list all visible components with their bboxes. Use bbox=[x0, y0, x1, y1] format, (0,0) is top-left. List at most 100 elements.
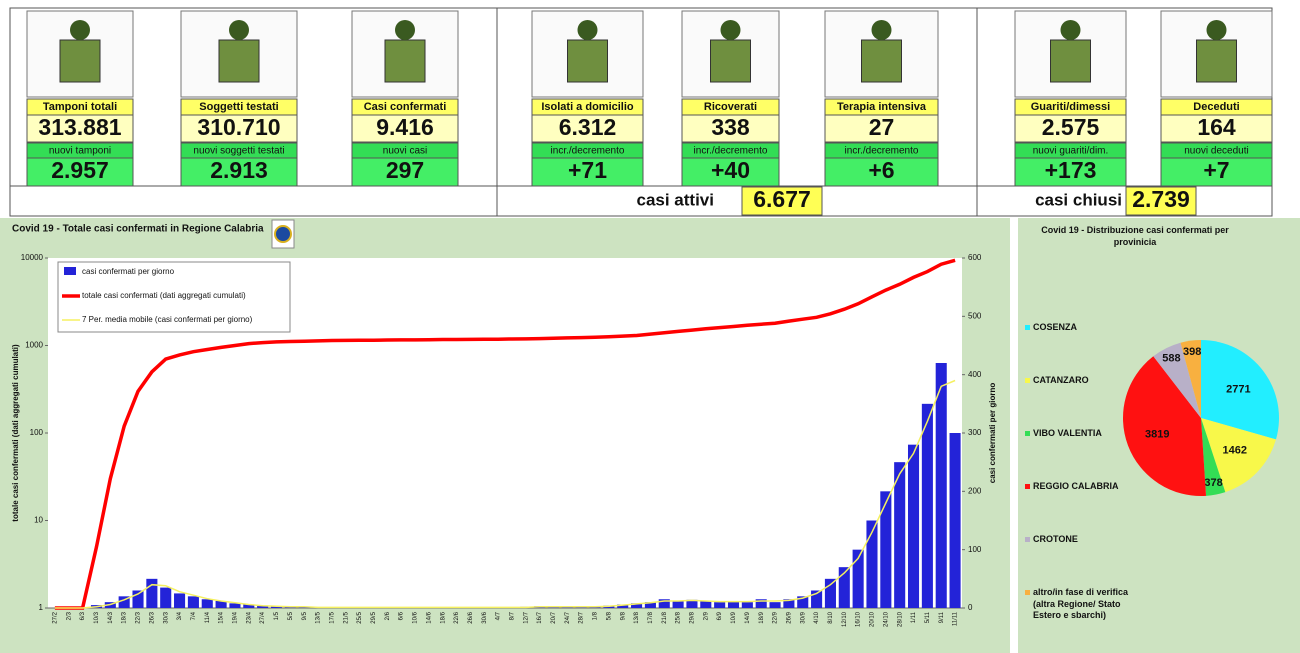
y2-tick-label: 100 bbox=[968, 545, 982, 554]
bar bbox=[617, 604, 629, 608]
card-delta-box bbox=[531, 157, 644, 187]
bar bbox=[824, 578, 836, 608]
pie-value-label: 398 bbox=[1183, 346, 1201, 358]
card-value: 338 bbox=[711, 114, 750, 140]
y2-tick-label: 300 bbox=[968, 428, 982, 437]
x-tick-label: 14/3 bbox=[108, 611, 114, 623]
card-value-box bbox=[180, 114, 298, 143]
legend-label: CATANZARO bbox=[1033, 375, 1089, 385]
legend-label: VIBO VALENTIA bbox=[1033, 428, 1102, 438]
bar bbox=[215, 601, 227, 608]
card-sub-label: nuovi tamponi bbox=[49, 146, 111, 157]
card-label: Guariti/dimessi bbox=[1031, 101, 1110, 113]
x-tick-label: 25/5 bbox=[357, 611, 363, 623]
pie-title-box: Covid 19 - Distribuzione casi confermati… bbox=[1041, 225, 1229, 247]
bar bbox=[270, 606, 283, 608]
icon-shape bbox=[395, 20, 415, 40]
x-tick-label: 25/8 bbox=[676, 611, 682, 623]
card-sub-label: nuovi guariti/dim. bbox=[1033, 146, 1109, 157]
bar bbox=[146, 578, 158, 608]
bar bbox=[727, 601, 740, 608]
bar bbox=[797, 596, 809, 608]
legend-label: 7 Per. media mobile (casi confermati per… bbox=[82, 315, 253, 324]
pie-slice bbox=[1123, 356, 1207, 497]
bar bbox=[894, 462, 906, 608]
y-axis-label: totale casi confermati (dati aggregati c… bbox=[11, 344, 20, 522]
legend-swatch bbox=[1025, 537, 1030, 542]
x-tick-label: 26/3 bbox=[149, 611, 155, 623]
legend-swatch bbox=[64, 267, 76, 275]
bar bbox=[769, 602, 781, 608]
x-tick-label: 27/2 bbox=[53, 611, 59, 623]
bar bbox=[547, 607, 560, 608]
y-tick-label: 10000 bbox=[21, 253, 44, 262]
icon-shape bbox=[577, 20, 598, 40]
bar bbox=[907, 444, 920, 608]
x-tick-label: 28/10 bbox=[897, 611, 903, 627]
x-tick-label: 5/11 bbox=[925, 611, 931, 623]
x-tick-label: 16/10 bbox=[856, 611, 862, 627]
x-tick-label: 18/3 bbox=[122, 611, 128, 623]
card-sub-label: nuovi deceduti bbox=[1184, 146, 1249, 157]
x-tick-label: 30/6 bbox=[482, 611, 488, 623]
x-tick-label: 11/4 bbox=[205, 611, 211, 623]
x-tick-label: 17/5 bbox=[329, 611, 335, 623]
card-delta-box bbox=[1160, 157, 1273, 187]
y-tick-label: 100 bbox=[30, 428, 44, 437]
bar bbox=[658, 599, 670, 608]
bar bbox=[852, 549, 864, 608]
card-value-box bbox=[531, 114, 644, 143]
x-tick-label: 4/10 bbox=[814, 611, 820, 623]
legend-label: casi confermati per giorno bbox=[82, 267, 175, 276]
card-delta-box bbox=[180, 157, 298, 187]
card-value-box bbox=[681, 114, 780, 143]
card-sub-label: nuovi casi bbox=[383, 146, 427, 157]
legend-swatch bbox=[1025, 590, 1030, 595]
x-tick-label: 9/11 bbox=[939, 611, 945, 623]
bar bbox=[714, 602, 726, 608]
y-tick-label: 1 bbox=[39, 603, 44, 612]
x-tick-label: 18/9 bbox=[759, 611, 765, 623]
chart-title: Covid 19 - Totale casi confermati in Reg… bbox=[12, 224, 264, 235]
y2-tick-label: 200 bbox=[968, 486, 982, 495]
casi-attivi-value: 6.677 bbox=[753, 186, 811, 212]
x-tick-label: 6/6 bbox=[399, 611, 405, 620]
x-tick-label: 22/3 bbox=[136, 611, 142, 623]
card-label: Casi confermati bbox=[364, 101, 447, 113]
x-tick-label: 4/7 bbox=[496, 611, 502, 620]
bar bbox=[935, 363, 947, 608]
x-tick-label: 24/7 bbox=[565, 611, 571, 623]
card-delta-box bbox=[26, 157, 134, 187]
card-value-box bbox=[26, 114, 134, 143]
icon-shape bbox=[871, 20, 892, 40]
casi-chiusi-label: casi chiusi bbox=[1035, 190, 1122, 209]
card-sub-label: nuovi soggetti testati bbox=[193, 146, 284, 157]
x-tick-label: 5/5 bbox=[288, 611, 294, 620]
legend-label-box: CROTONE bbox=[1033, 534, 1078, 544]
legend-label: CROTONE bbox=[1033, 534, 1078, 544]
card-value-box bbox=[1014, 114, 1127, 143]
card-value-box bbox=[824, 114, 939, 143]
card-label: Isolati a domicilio bbox=[541, 101, 634, 113]
bar bbox=[686, 599, 698, 608]
x-tick-label: 17/8 bbox=[648, 611, 654, 623]
x-tick-label: 19/4 bbox=[233, 611, 239, 623]
bar bbox=[783, 599, 795, 608]
card-delta: +71 bbox=[568, 157, 607, 183]
card-sub-label: incr./decremento bbox=[551, 146, 625, 157]
card-value: 310.710 bbox=[197, 114, 280, 140]
casi-chiusi-value: 2.739 bbox=[1132, 186, 1190, 212]
line bbox=[54, 379, 956, 609]
icon-shape bbox=[1206, 20, 1227, 40]
legend-label-box: altro/in fase di verifica (altra Regione… bbox=[1033, 587, 1128, 620]
bar bbox=[243, 604, 255, 608]
card-delta-box bbox=[351, 157, 459, 187]
card-label: Tamponi totali bbox=[43, 101, 117, 113]
x-tick-label: 14/9 bbox=[745, 611, 751, 623]
legend-swatch bbox=[1025, 325, 1030, 330]
y-tick-label: 1000 bbox=[25, 341, 43, 350]
casi-chiusi-box bbox=[1125, 186, 1197, 216]
icon-shape bbox=[1060, 20, 1081, 40]
x-tick-label: 13/8 bbox=[634, 611, 640, 623]
bar bbox=[132, 590, 144, 608]
